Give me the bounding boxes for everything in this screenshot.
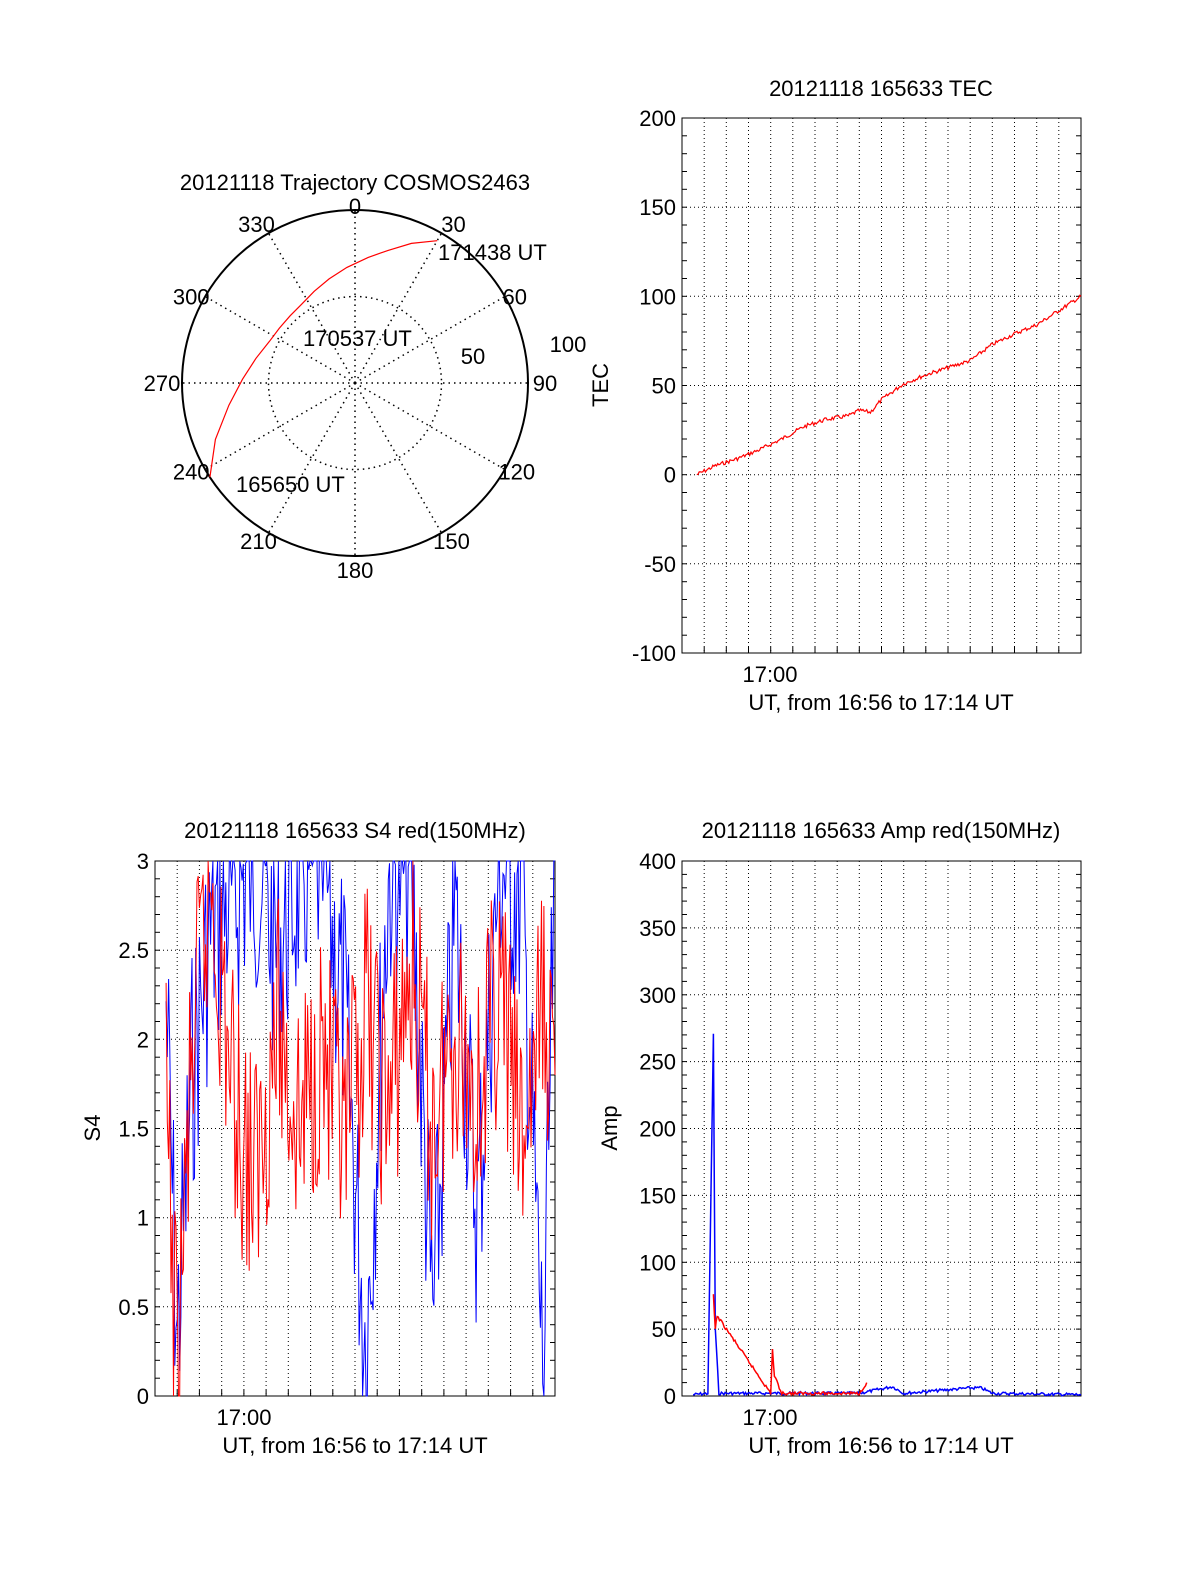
s4-series-blue	[165, 860, 555, 1397]
polar-angle-label: 300	[173, 285, 210, 310]
polar-spoke	[354, 232, 443, 384]
trajectory-start-label: 165650 UT	[236, 472, 345, 497]
s4-title: 20121118 165633 S4 red(150MHz)	[184, 818, 526, 843]
polar-angle-label: 30	[441, 212, 465, 237]
tec-y-ticks: -100 -50 0 50 100 150 200	[632, 106, 676, 666]
tec-panel: 20121118 165633 TEC -100-50050100150200 …	[588, 76, 1082, 715]
amp-y-ticks: 0 50 100 150 200 250 300 350 400	[639, 849, 676, 1409]
y-tick-label: 50	[652, 374, 676, 399]
polar-angle-label: 150	[433, 529, 470, 554]
polar-angle-label: 90	[533, 371, 557, 396]
s4-y-axis-label: S4	[80, 1115, 105, 1142]
amp-series-blue	[693, 1033, 1082, 1397]
y-tick-label: 350	[639, 916, 676, 941]
s4-y-ticks: 0 0.5 1 1.5 2 2.5 3	[118, 849, 149, 1409]
polar-angle-label: 210	[240, 529, 277, 554]
y-tick-label: 50	[652, 1317, 676, 1342]
polar-angle-labels: 0 30 60 90 120 150 180 210 240 270 300 330	[144, 194, 558, 583]
tec-x-tick-label: 17:00	[742, 662, 797, 687]
polar-radial-label: 100	[550, 332, 587, 357]
amp-panel: 20121118 165633 Amp red(150MHz) 0 50 100 15…	[597, 818, 1082, 1458]
y-tick-label: 0	[137, 1384, 149, 1409]
polar-radial-ring	[267, 295, 443, 471]
amp-x-tick-label: 17:00	[742, 1405, 797, 1430]
tec-series-red	[696, 294, 1082, 476]
polar-spoke	[354, 382, 506, 471]
y-tick-label: 0.5	[118, 1295, 149, 1320]
y-tick-label: 100	[639, 1250, 676, 1275]
polar-angle-label: 240	[173, 460, 210, 485]
y-tick-label: 150	[639, 195, 676, 220]
tec-y-axis-label: TEC	[588, 363, 613, 407]
y-tick-label: 2	[137, 1027, 149, 1052]
polar-spoke	[204, 295, 356, 384]
polar-angle-label: 270	[144, 371, 181, 396]
y-tick-label: 2.5	[118, 938, 149, 963]
amp-series-red	[712, 1294, 868, 1397]
amp-x-axis-label: UT, from 16:56 to 17:14 UT	[748, 1433, 1013, 1458]
trajectory-middle-label: 170537 UT	[303, 326, 412, 351]
polar-spoke	[267, 382, 356, 534]
trajectory-end-label: 171438 UT	[438, 240, 547, 265]
polar-grid	[181, 209, 529, 557]
polar-angle-label: 330	[238, 212, 275, 237]
polar-outer-circle	[181, 209, 529, 557]
amp-grid	[682, 860, 1081, 1397]
polar-angle-label: 180	[337, 558, 374, 583]
tec-x-axis-label: UT, from 16:56 to 17:14 UT	[748, 690, 1013, 715]
polar-spoke	[204, 382, 356, 471]
y-tick-label: 3	[137, 849, 149, 874]
y-tick-label: 0	[664, 463, 676, 488]
s4-panel: 20121118 165633 S4 red(150MHz) 0 0.5 1 1.5 2…	[80, 818, 556, 1458]
polar-trajectory-panel: 20121118 Trajectory COSMOS2463 0 30 60 90 12…	[144, 170, 587, 583]
y-tick-label: 300	[639, 983, 676, 1008]
s4-x-tick-label: 17:00	[216, 1405, 271, 1430]
y-tick-label: 0	[664, 1384, 676, 1409]
y-tick-label: 1.5	[118, 1117, 149, 1142]
polar-angle-label: 0	[349, 194, 361, 219]
y-tick-label: -50	[644, 552, 676, 577]
polar-radial-labels: 50 100	[461, 332, 587, 369]
polar-spoke	[267, 232, 356, 384]
trajectory-line	[209, 240, 438, 478]
s4-x-axis-label: UT, from 16:56 to 17:14 UT	[222, 1433, 487, 1458]
amp-y-axis-label: Amp	[597, 1105, 622, 1150]
tec-title: 20121118 165633 TEC	[769, 76, 993, 101]
tec-grid	[682, 117, 1081, 654]
y-tick-label: 150	[639, 1183, 676, 1208]
polar-radial-label: 50	[461, 344, 485, 369]
y-tick-label: 250	[639, 1050, 676, 1075]
polar-angle-label: 60	[503, 285, 527, 310]
y-tick-label: 400	[639, 849, 676, 874]
polar-spoke	[354, 382, 443, 534]
polar-spoke	[354, 295, 506, 384]
y-tick-label: 100	[639, 284, 676, 309]
polar-angle-label: 120	[498, 460, 535, 485]
y-tick-label: 200	[639, 1117, 676, 1142]
y-tick-label: 200	[639, 106, 676, 131]
polar-title: 20121118 Trajectory COSMOS2463	[180, 170, 530, 195]
amp-title: 20121118 165633 Amp red(150MHz)	[702, 818, 1061, 843]
s4-series-red	[165, 860, 556, 1397]
y-tick-label: 1	[137, 1206, 149, 1231]
y-tick-label: -100	[632, 641, 676, 666]
